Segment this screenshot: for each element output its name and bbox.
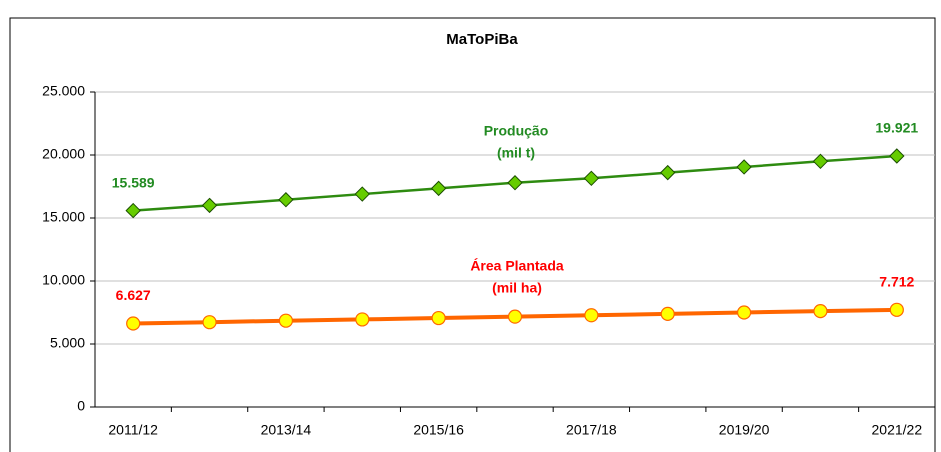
series-label: Produção [484,123,549,139]
marker [430,180,447,197]
data-label: 19.921 [875,120,918,136]
marker [431,310,446,326]
marker [660,164,676,181]
chart-frame [9,17,936,452]
marker [889,302,904,317]
marker [278,313,294,328]
marker [354,186,370,202]
series-unit: (mil t) [497,145,535,161]
x-tick-label: 2019/20 [719,422,770,438]
y-tick-label: 0 [77,398,85,414]
marker [584,308,599,323]
marker [278,192,294,208]
x-tick-label: 2021/22 [872,422,923,438]
marker [736,305,752,320]
marker [812,153,829,170]
data-label: 7.712 [879,274,914,290]
marker [736,159,752,175]
chart-title: MaToPiBa [446,31,518,48]
x-tick-label: 2017/18 [566,422,617,438]
data-label: 15.589 [112,174,155,190]
y-tick-label: 20.000 [42,146,85,162]
marker [507,175,523,191]
marker [583,170,600,187]
series-unit: (mil ha) [492,280,542,296]
marker [507,309,523,324]
marker [660,306,675,321]
x-tick-label: 2015/16 [413,422,464,438]
y-tick-label: 25.000 [42,83,85,99]
marker [355,312,370,327]
x-tick-label: 2011/12 [108,422,158,438]
y-tick-label: 5.000 [50,335,85,351]
x-tick-label: 2013/14 [261,422,312,438]
marker [813,304,828,319]
marker [202,315,217,330]
marker [125,202,141,219]
data-label: 6.627 [116,287,151,303]
marker [889,148,905,164]
y-tick-label: 10.000 [42,272,85,288]
marker [201,197,218,214]
y-tick-label: 15.000 [42,209,85,225]
marker [126,316,141,331]
series-label: Área Plantada [470,258,564,274]
